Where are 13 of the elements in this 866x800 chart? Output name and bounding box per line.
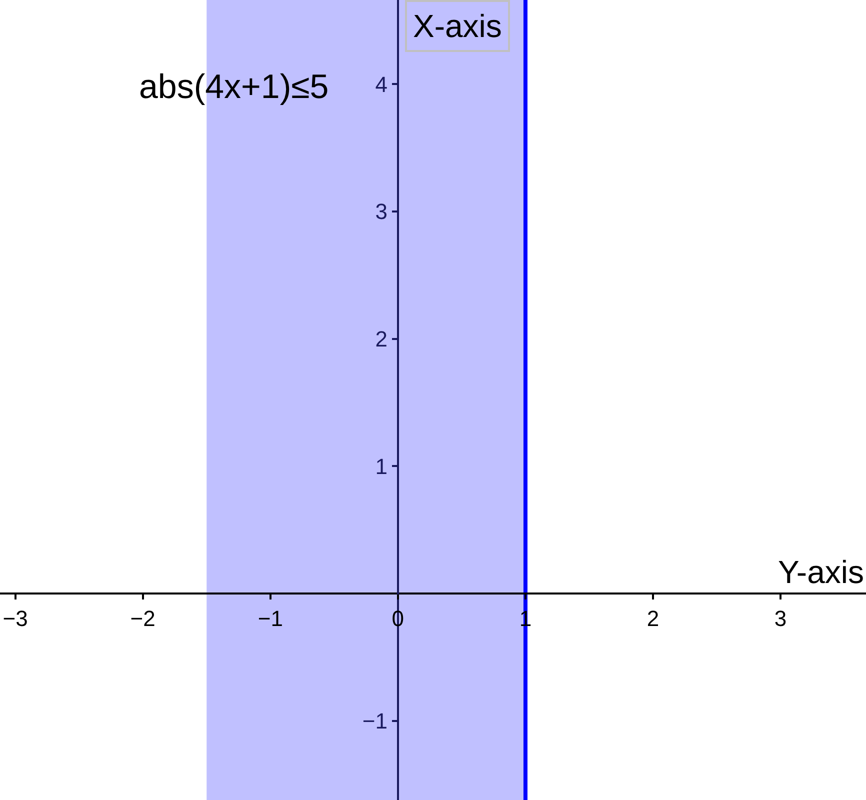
x-tick-label: −2: [130, 606, 156, 632]
y-axis-title: X-axis: [413, 8, 502, 44]
x-tick-label: −1: [258, 606, 283, 632]
x-axis-title: Y-axis: [778, 554, 864, 590]
y-tick-label: −1: [362, 708, 388, 734]
x-tick-label: −3: [2, 606, 28, 632]
x-tick-label: 3: [774, 606, 787, 632]
y-tick-label: 4: [375, 72, 388, 97]
x-tick-label: 2: [646, 606, 660, 632]
y-tick-label: 1: [375, 454, 388, 479]
y-tick-label: 3: [375, 199, 388, 224]
band-label: abs(4x+1)≤5: [139, 68, 329, 106]
y-tick-label: 2: [375, 326, 388, 352]
